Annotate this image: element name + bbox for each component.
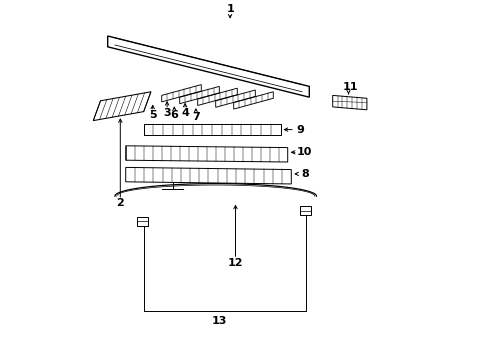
Text: 8: 8 <box>301 169 309 179</box>
Text: 12: 12 <box>227 258 243 268</box>
Text: 4: 4 <box>181 108 189 118</box>
Text: 13: 13 <box>211 316 226 326</box>
Text: 9: 9 <box>296 125 304 135</box>
Text: 11: 11 <box>342 82 358 92</box>
Text: 6: 6 <box>170 110 178 120</box>
Text: 1: 1 <box>226 4 233 14</box>
Text: 10: 10 <box>296 147 311 157</box>
Text: 7: 7 <box>192 112 200 122</box>
Text: 5: 5 <box>148 110 156 120</box>
Text: 3: 3 <box>163 108 171 118</box>
Text: 2: 2 <box>116 198 124 208</box>
